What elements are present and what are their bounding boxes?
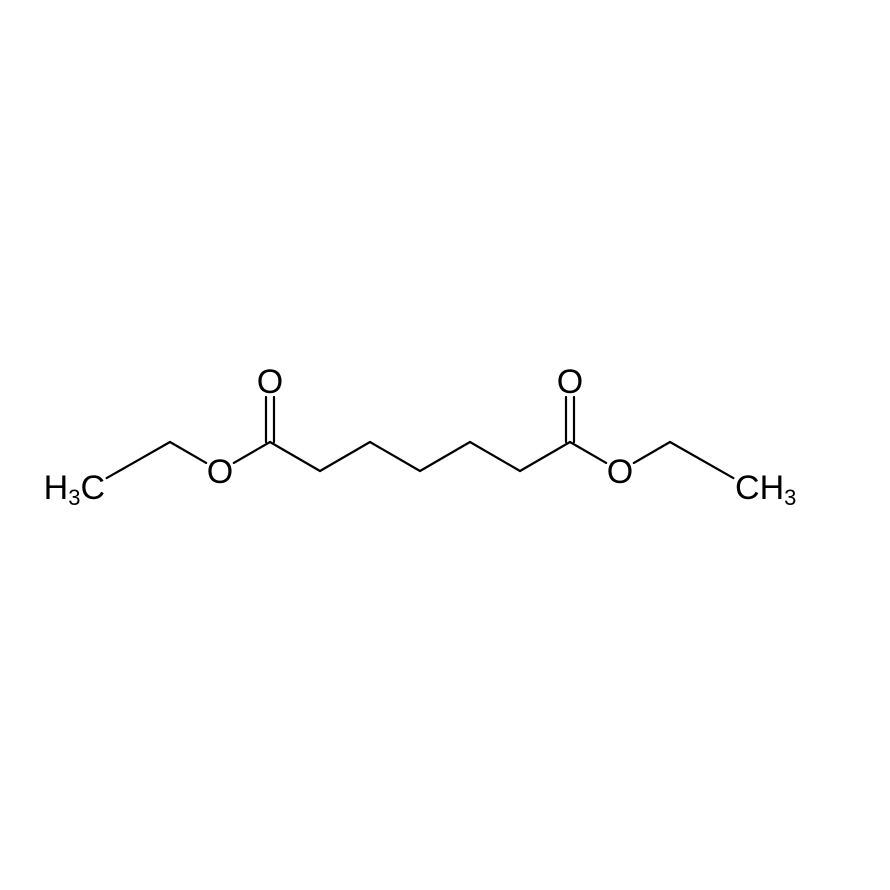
bond xyxy=(470,442,520,471)
bond xyxy=(320,442,370,471)
atom-label: O xyxy=(207,453,233,491)
bond xyxy=(370,442,420,471)
bond xyxy=(520,442,570,471)
bond xyxy=(234,442,270,463)
bond xyxy=(670,442,733,478)
bond xyxy=(270,442,320,471)
bond xyxy=(107,442,170,478)
atom-label: O xyxy=(557,363,583,401)
molecule-diagram: H3C O O O O CH3 xyxy=(0,0,890,890)
bond xyxy=(420,442,470,471)
atom-label: O xyxy=(257,363,283,401)
bond xyxy=(634,442,670,463)
atom-label: CH3 xyxy=(735,469,796,510)
bond xyxy=(570,442,606,463)
atom-label: H3C xyxy=(44,469,105,510)
bond xyxy=(170,442,206,463)
atom-label: O xyxy=(607,453,633,491)
